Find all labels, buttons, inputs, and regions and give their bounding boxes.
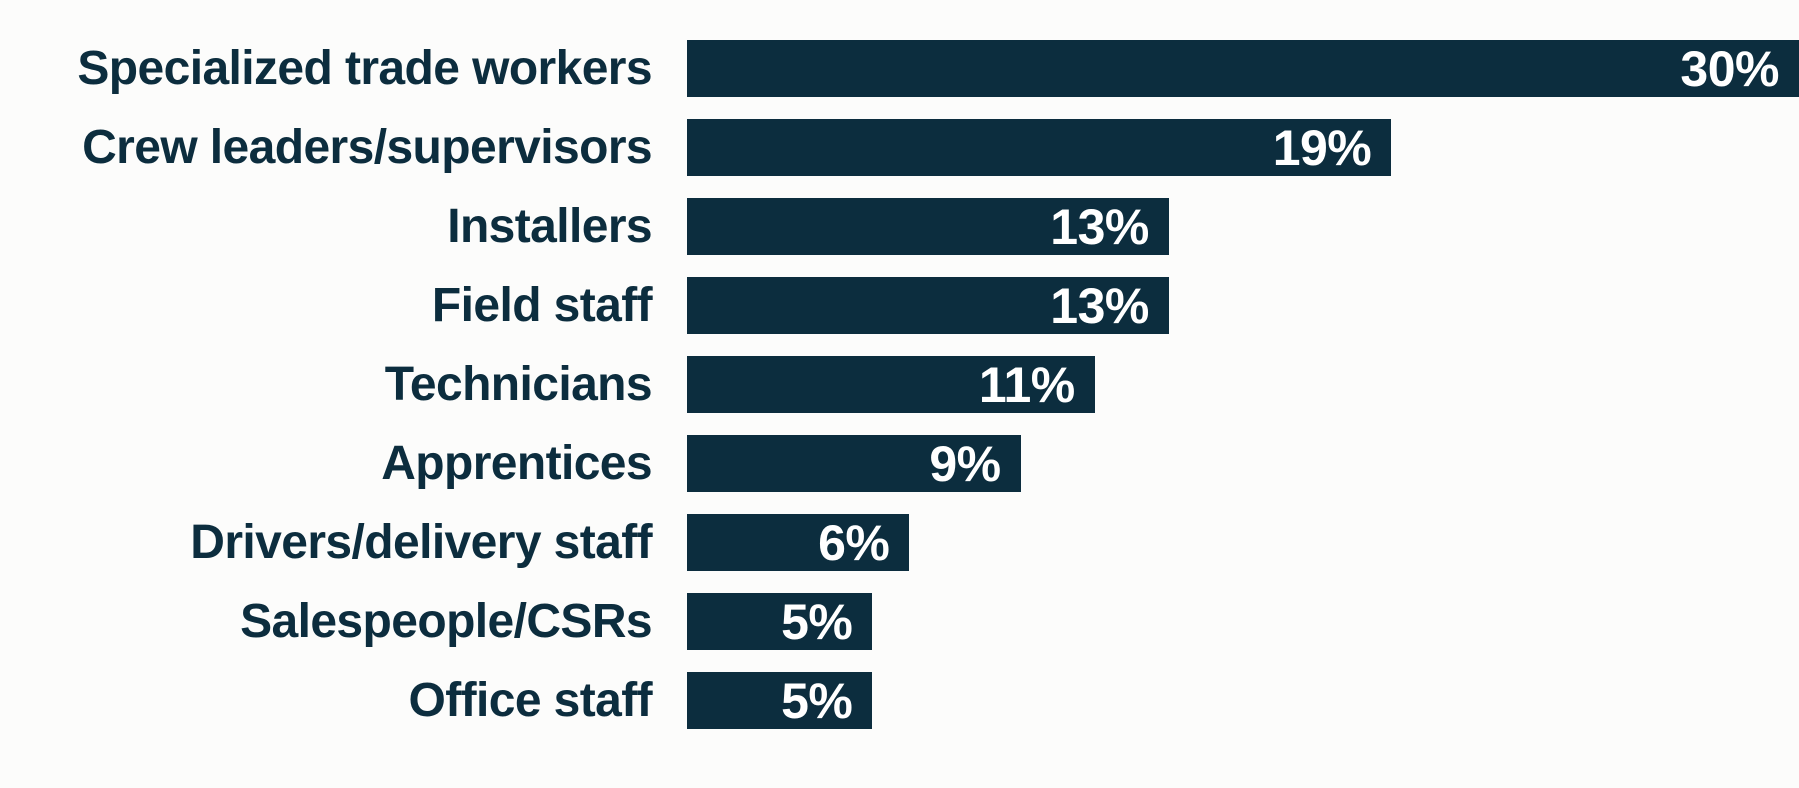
- category-label: Office staff: [408, 673, 652, 727]
- bar-row: Salespeople/CSRs 5%: [0, 593, 1799, 650]
- bar-track: 30%: [687, 40, 1799, 97]
- bar-value-label: 9%: [929, 435, 1001, 492]
- bar-track: 19%: [687, 119, 1799, 176]
- bar: 13%: [687, 277, 1169, 334]
- bar: 5%: [687, 593, 873, 650]
- bar: 6%: [687, 514, 910, 571]
- bar-value-label: 5%: [781, 672, 853, 729]
- category-label: Installers: [447, 199, 652, 253]
- bar-rows-container: Specialized trade workers 30% Crew leaders…: [0, 40, 1799, 729]
- bar: 11%: [687, 356, 1095, 413]
- bar-value-label: 5%: [781, 593, 853, 650]
- bar: 30%: [687, 40, 1799, 97]
- bar: 19%: [687, 119, 1392, 176]
- bar-row: Specialized trade workers 30%: [0, 40, 1799, 97]
- bar-row: Apprentices 9%: [0, 435, 1799, 492]
- bar-row: Field staff 13%: [0, 277, 1799, 334]
- bar: 9%: [687, 435, 1021, 492]
- bar-track: 11%: [687, 356, 1799, 413]
- bar-row: Drivers/delivery staff 6%: [0, 514, 1799, 571]
- bar-track: 5%: [687, 672, 1799, 729]
- bar-row: Installers 13%: [0, 198, 1799, 255]
- bar-row: Technicians 11%: [0, 356, 1799, 413]
- bar-value-label: 30%: [1680, 40, 1779, 97]
- category-label: Drivers/delivery staff: [190, 515, 652, 569]
- bar: 13%: [687, 198, 1169, 255]
- category-label: Field staff: [431, 278, 653, 332]
- category-label: Crew leaders/supervisors: [82, 120, 653, 174]
- bar-value-label: 11%: [978, 356, 1075, 413]
- bar-row: Crew leaders/supervisors 19%: [0, 119, 1799, 176]
- bar: 5%: [687, 672, 873, 729]
- category-label: Specialized trade workers: [77, 41, 652, 95]
- bar-value-label: 13%: [1050, 277, 1149, 334]
- bar-value-label: 19%: [1272, 119, 1372, 176]
- bar-track: 9%: [687, 435, 1799, 492]
- category-label: Apprentices: [381, 436, 652, 490]
- bar-row: Office staff 5%: [0, 672, 1799, 729]
- bar-value-label: 13%: [1050, 198, 1149, 255]
- category-label: Salespeople/CSRs: [240, 594, 653, 648]
- bar-track: 6%: [687, 514, 1799, 571]
- bar-track: 5%: [687, 593, 1799, 650]
- category-label: Technicians: [384, 357, 653, 411]
- bar-track: 13%: [687, 198, 1799, 255]
- bar-track: 13%: [687, 277, 1799, 334]
- bar-value-label: 6%: [818, 514, 890, 571]
